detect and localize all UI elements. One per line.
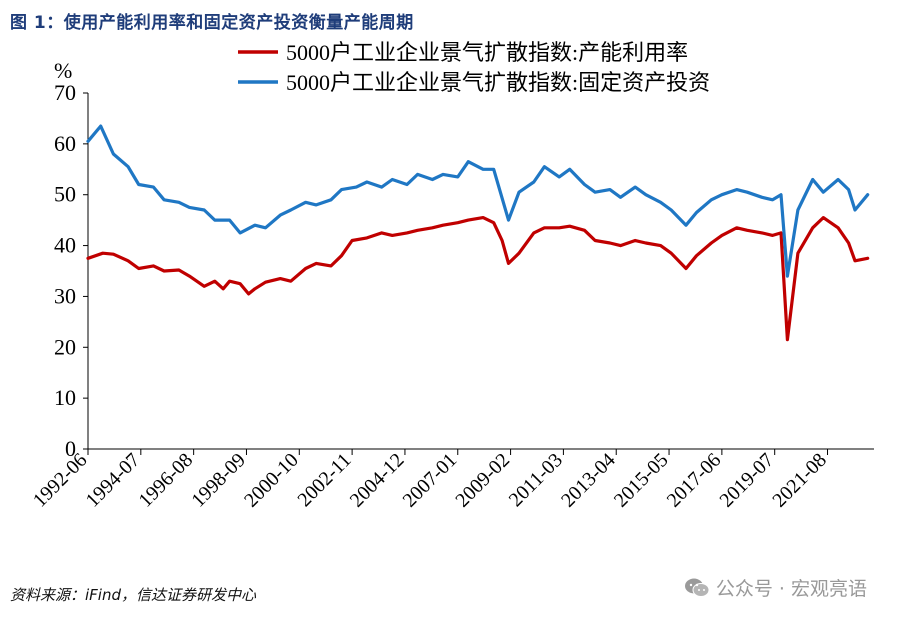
x-tick-label: 2013-04 [557, 449, 620, 512]
x-tick-label: 2019-07 [716, 449, 779, 512]
x-tick-label: 2017-06 [663, 449, 726, 512]
x-tick-label: 2021-08 [768, 449, 831, 512]
series-layer [86, 124, 870, 342]
legend: 5000户工业企业景气扩散指数:产能利用率 5000户工业企业景气扩散指数:固定资… [238, 40, 710, 95]
legend-label: 5000户工业企业景气扩散指数:固定资产投资 [286, 70, 710, 95]
y-tick-label: 20 [54, 334, 76, 359]
x-tick-label: 2004-12 [346, 449, 409, 512]
watermark-text: 公众号 · 宏观亮语 [715, 578, 867, 600]
y-tick-label: 10 [54, 385, 76, 410]
wechat-icon [684, 578, 710, 597]
x-tick-label: 2011-03 [505, 449, 567, 511]
series-line-capacity-utilization [86, 216, 870, 342]
x-tick-label: 2009-02 [451, 449, 514, 512]
legend-label: 5000户工业企业景气扩散指数:产能利用率 [286, 40, 688, 65]
x-tick-label: 1992-06 [29, 449, 92, 512]
x-tick-label: 2002-11 [293, 449, 355, 511]
x-tick-label: 1998-09 [187, 449, 250, 512]
y-axis-label: % [54, 58, 72, 83]
figure-title: 图 1：使用产能利用率和固定资产投资衡量产能周期 [10, 13, 414, 33]
series-line-fixed-asset-investment [86, 124, 870, 278]
y-tick-label: 0 [65, 436, 76, 461]
watermark: 公众号 · 宏观亮语 [684, 574, 867, 601]
y-tick-label: 30 [54, 283, 76, 308]
y-tick-label: 70 [54, 80, 76, 105]
y-tick-label: 40 [54, 233, 76, 258]
x-tick-label: 2007-01 [399, 449, 462, 512]
x-tick-label: 1994-07 [82, 449, 145, 512]
source-note: 资料来源：iFind，信达证券研发中心 [10, 586, 256, 604]
x-tick-label: 1996-08 [134, 449, 197, 512]
axes [87, 93, 874, 450]
x-tick-label: 2015-05 [610, 449, 673, 512]
y-tick-label: 50 [54, 182, 76, 207]
y-ticks: 0 10 20 30 40 50 60 70 [54, 80, 88, 461]
y-tick-label: 60 [54, 131, 76, 156]
x-ticks: 1992-061994-071996-081998-092000-102002-… [29, 449, 831, 512]
x-tick-label: 2000-10 [240, 449, 303, 512]
